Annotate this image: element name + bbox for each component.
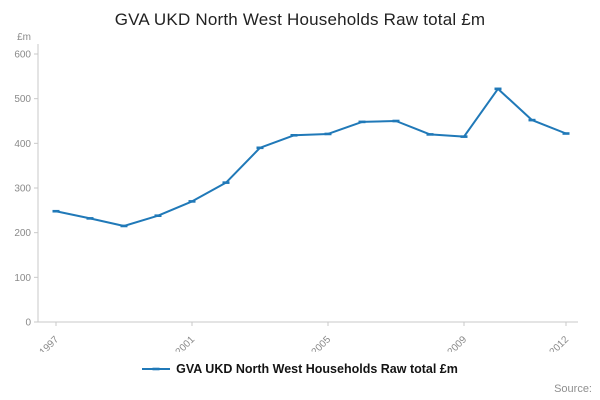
chart-title: GVA UKD North West Households Raw total … <box>114 10 486 29</box>
x-tick-label: 1997 <box>38 334 62 352</box>
line-chart-plot-area: £m 0 100 200 300 400 500 600 1997 2001 2005 2009 201… <box>14 32 578 352</box>
data-point-marker <box>358 120 366 124</box>
data-point-marker <box>426 133 434 136</box>
data-point-marker <box>86 217 94 220</box>
source-label: Source: <box>554 383 592 395</box>
data-point-marker <box>460 135 468 138</box>
x-tick-label: 2009 <box>446 334 470 352</box>
data-point-marker <box>120 224 128 228</box>
data-point-marker <box>562 132 570 135</box>
data-point-marker <box>188 200 196 203</box>
data-point-marker <box>494 87 502 91</box>
data-point-marker <box>154 214 162 217</box>
y-tick-label: 400 <box>14 139 31 150</box>
data-point-marker <box>392 119 400 123</box>
data-point-marker <box>256 146 264 150</box>
x-tick-label: 2001 <box>174 334 198 352</box>
y-tick-label: 600 <box>14 50 31 61</box>
series-line <box>55 87 567 227</box>
legend-label: GVA UKD North West Households Raw total … <box>176 362 458 376</box>
y-tick-label: 100 <box>14 273 31 284</box>
data-point-marker <box>222 181 230 184</box>
x-tick-label: 2005 <box>310 334 334 352</box>
x-tick-label: 2012 <box>548 334 572 352</box>
data-point-marker <box>528 118 536 122</box>
data-point-marker <box>290 133 298 137</box>
chart-container: GVA UKD North West Households Raw total … <box>14 10 592 395</box>
data-point-marker <box>52 209 60 213</box>
y-tick-label: 200 <box>14 228 31 239</box>
legend-item[interactable]: GVA UKD North West Households Raw total … <box>0 362 600 376</box>
y-tick-label: 0 <box>25 318 31 329</box>
legend-marker <box>152 367 160 371</box>
y-tick-label: 500 <box>14 94 31 105</box>
data-point-marker <box>324 132 332 136</box>
y-axis-unit-label: £m <box>17 32 31 43</box>
y-tick-label: 300 <box>14 184 31 195</box>
series-line-marker-icon <box>142 367 171 371</box>
